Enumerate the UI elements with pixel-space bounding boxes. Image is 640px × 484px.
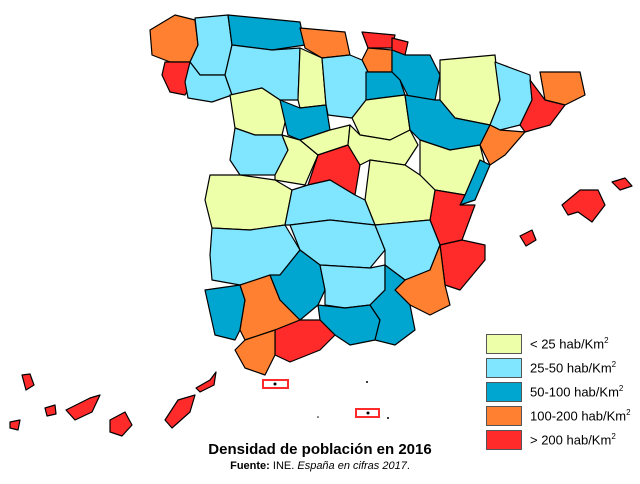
legend-swatch bbox=[486, 334, 522, 354]
legend-item: < 25 hab/Km2 bbox=[486, 332, 631, 356]
legend-label: 50-100 hab/Km2 bbox=[530, 384, 624, 400]
province bbox=[284, 179, 376, 226]
province bbox=[227, 14, 306, 51]
legend-label: 100-200 hab/Km2 bbox=[530, 408, 631, 424]
legend-item: 50-100 hab/Km2 bbox=[486, 380, 631, 404]
balearic-islands bbox=[519, 177, 633, 247]
province bbox=[479, 124, 526, 166]
islet-dot bbox=[387, 417, 389, 419]
legend-swatch bbox=[486, 382, 522, 402]
island bbox=[44, 404, 57, 417]
legend-swatch bbox=[486, 358, 522, 378]
island bbox=[21, 373, 35, 391]
province bbox=[489, 61, 533, 131]
map-title: Densidad de población en 2016 bbox=[208, 441, 432, 458]
province bbox=[204, 174, 293, 231]
province bbox=[519, 79, 566, 133]
province bbox=[274, 319, 336, 363]
legend: < 25 hab/Km2 25-50 hab/Km2 50-100 hab/Km… bbox=[486, 332, 631, 452]
province bbox=[369, 264, 416, 346]
islet-dot bbox=[317, 416, 319, 418]
island bbox=[561, 189, 606, 223]
province bbox=[184, 61, 233, 103]
canary-islands bbox=[9, 371, 217, 437]
melilla-dot bbox=[366, 411, 370, 415]
choropleth-map-spain bbox=[9, 14, 633, 437]
legend-label: < 25 hab/Km2 bbox=[530, 336, 609, 352]
islet-dot bbox=[366, 381, 368, 383]
legend-item: > 200 hab/Km2 bbox=[486, 428, 631, 452]
island bbox=[109, 411, 133, 437]
province bbox=[439, 239, 486, 291]
legend-item: 25-50 hab/Km2 bbox=[486, 356, 631, 380]
island bbox=[195, 371, 217, 393]
ceuta-dot bbox=[273, 382, 277, 386]
island bbox=[9, 419, 21, 431]
province bbox=[361, 31, 396, 49]
legend-item: 100-200 hab/Km2 bbox=[486, 404, 631, 428]
island bbox=[519, 229, 537, 247]
island bbox=[611, 177, 633, 191]
legend-swatch bbox=[486, 430, 522, 450]
province bbox=[234, 329, 276, 376]
province bbox=[149, 14, 199, 63]
province bbox=[459, 159, 491, 206]
island bbox=[65, 394, 101, 421]
province bbox=[347, 124, 419, 166]
island bbox=[164, 394, 196, 429]
province bbox=[204, 284, 246, 341]
legend-label: > 200 hab/Km2 bbox=[530, 432, 616, 448]
melilla-highlight-box bbox=[355, 408, 380, 418]
legend-label: 25-50 hab/Km2 bbox=[530, 360, 617, 376]
legend-swatch bbox=[486, 406, 522, 426]
province bbox=[539, 71, 586, 106]
map-source: Fuente: INE. España en cifras 2017. bbox=[230, 460, 410, 472]
ceuta-melilla bbox=[262, 379, 389, 419]
peninsula-provinces bbox=[149, 14, 586, 376]
ceuta-highlight-box bbox=[262, 379, 289, 389]
